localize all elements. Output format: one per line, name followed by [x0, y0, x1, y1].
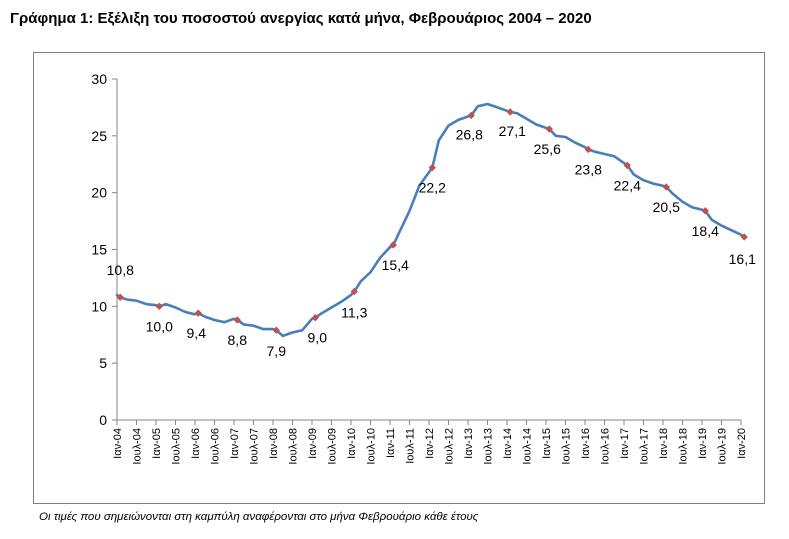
- y-axis: 0 5 10 15 20 25 30: [91, 71, 118, 428]
- x-tick-label: Ιουλ-05: [171, 428, 183, 465]
- data-label: 22,4: [614, 177, 641, 193]
- x-tick-label: Ιαν-06: [190, 428, 202, 459]
- data-marker: [311, 314, 319, 322]
- data-label: 15,4: [382, 257, 409, 273]
- x-tick-label: Ιαν-16: [580, 428, 592, 459]
- x-tick-label: Ιουλ-14: [522, 428, 534, 465]
- x-tick-label: Ιουλ-06: [210, 428, 222, 465]
- x-tick-label: Ιαν-04: [112, 428, 124, 459]
- x-tick-label: Ιαν-19: [697, 428, 709, 459]
- x-tick-label: Ιουλ-12: [444, 428, 456, 465]
- data-marker: [545, 125, 553, 133]
- data-label: 8,8: [228, 332, 248, 348]
- x-tick-label: Ιαν-12: [424, 428, 436, 459]
- series: [115, 102, 746, 338]
- y-tick-label: 5: [99, 355, 107, 371]
- y-tick-label: 0: [99, 412, 107, 428]
- y-tick-label: 20: [91, 185, 107, 201]
- data-marker: [467, 111, 475, 120]
- data-label: 11,3: [341, 305, 367, 321]
- x-tick-label: Ιαν-07: [229, 428, 241, 459]
- x-tick-label: Ιουλ-17: [639, 428, 651, 465]
- data-marker: [272, 326, 280, 334]
- x-tick-label: Ιουλ-16: [600, 428, 612, 465]
- x-tick-label: Ιαν-13: [463, 428, 475, 459]
- x-tick-label: Ιαν-11: [385, 428, 397, 458]
- x-tick-label: Ιουλ-13: [483, 428, 495, 465]
- x-tick-label: Ιαν-17: [619, 428, 631, 459]
- data-label: 25,6: [534, 141, 561, 157]
- chart-footnote: Οι τιμές που σημειώνονται στη καμπύλη αν…: [39, 511, 479, 523]
- x-tick-label: Ιαν-15: [541, 428, 553, 459]
- data-marker: [350, 287, 358, 296]
- data-marker: [701, 207, 709, 215]
- data-marker: [389, 241, 397, 249]
- x-tick-label: Ιουλ-04: [132, 428, 144, 465]
- data-label: 9,0: [308, 330, 328, 346]
- chart-area: 0 5 10 15 20 25 30 Ιαν-04 Ιουλ-04 Ιαν-05 Ιουλ-05 Ι…: [33, 52, 765, 504]
- data-marker: [155, 302, 163, 311]
- data-marker: [662, 183, 670, 191]
- y-tick-label: 30: [91, 71, 107, 87]
- x-tick-label: Ιαν-05: [151, 428, 163, 459]
- x-tick-label: Ιαν-14: [502, 428, 514, 459]
- x-tick-label: Ιουλ-10: [366, 428, 378, 465]
- data-label: 10,8: [107, 262, 134, 278]
- data-label: 10,0: [146, 318, 173, 334]
- x-tick-label: Ιουλ-07: [249, 428, 261, 465]
- x-tick-label: Ιαν-18: [658, 428, 670, 459]
- data-label: 23,8: [575, 161, 602, 177]
- chart-title: Γράφημα 1: Εξέλιξη του ποσοστού ανεργίας…: [10, 10, 592, 27]
- x-tick-label: Ιαν-10: [346, 428, 358, 459]
- x-tick-label: Ιουλ-18: [678, 428, 690, 465]
- data-labels: 10,8 10,0 9,4 8,8 7,9 9,0 11,3 15,4 22,2 26,8 27,1…: [107, 123, 756, 359]
- y-tick-label: 25: [91, 128, 107, 144]
- y-tick-label: 15: [91, 242, 107, 258]
- x-tick-label: Ιουλ-09: [327, 428, 339, 465]
- y-tick-label: 10: [91, 298, 107, 314]
- series-line: [115, 102, 746, 338]
- x-tick-label: Ιουλ-15: [561, 428, 573, 465]
- data-marker: [506, 108, 514, 116]
- data-label: 22,2: [419, 180, 446, 196]
- x-tick-label: Ιουλ-08: [288, 428, 300, 465]
- x-tick-label: Ιαν-09: [307, 428, 319, 459]
- data-marker: [428, 163, 436, 172]
- data-marker: [233, 316, 241, 324]
- x-tick-label: Ιουλ-19: [717, 428, 729, 465]
- data-label: 26,8: [456, 126, 483, 142]
- x-tick-label: Ιαν-08: [268, 428, 280, 459]
- x-tick-label: Ιουλ-11: [405, 428, 417, 464]
- data-label: 20,5: [653, 199, 680, 215]
- data-label: 7,9: [267, 343, 287, 359]
- data-marker: [740, 233, 748, 241]
- data-label: 9,4: [187, 325, 207, 341]
- data-label: 18,4: [692, 223, 719, 239]
- x-tick-label: Ιαν-20: [736, 428, 748, 459]
- data-label: 27,1: [499, 123, 526, 139]
- data-markers: [116, 108, 748, 334]
- data-label: 16,1: [729, 251, 756, 267]
- x-axis: Ιαν-04 Ιουλ-04 Ιαν-05 Ιουλ-05 Ιαν-06 Ιουλ-06 Ι…: [112, 419, 748, 465]
